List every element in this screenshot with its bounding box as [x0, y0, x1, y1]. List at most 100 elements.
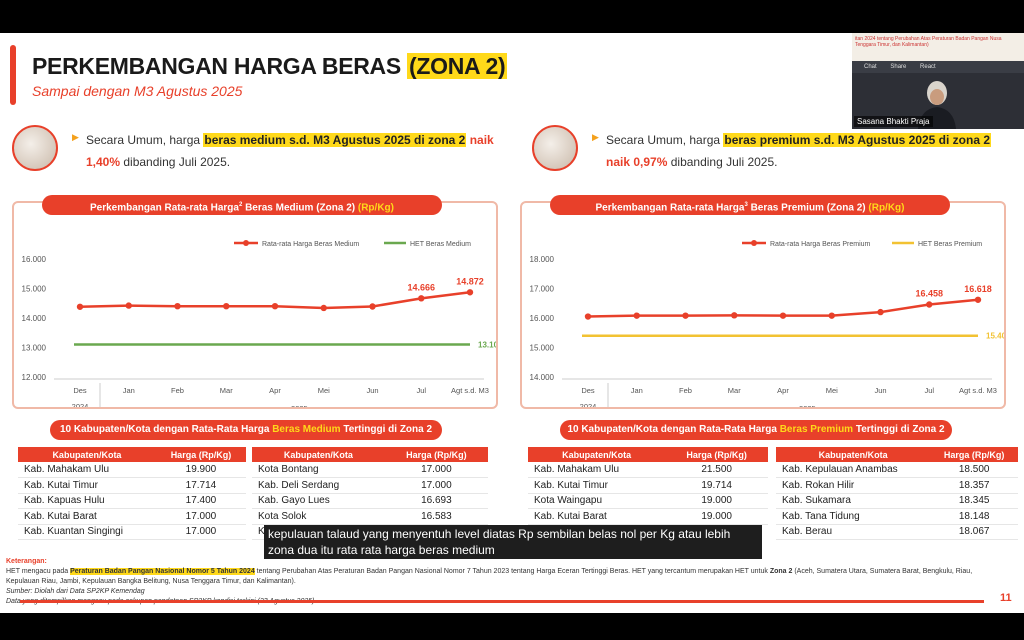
data-point	[974, 296, 982, 303]
het-end-label: 15.400	[986, 332, 1004, 341]
table-row: Kab. Mahakam Ulu 19.900	[18, 462, 246, 478]
title-accent-bar	[10, 45, 16, 105]
price-cell: 18.067	[930, 524, 1018, 540]
x-tick-label: Feb	[679, 386, 692, 395]
region-name-cell: Kab. Kapuas Hulu	[18, 493, 156, 509]
price-cell: 17.000	[384, 477, 488, 494]
live-caption: kepulauan talaud yang menyentuh level di…	[264, 525, 762, 559]
y-tick-label: 13.000	[22, 344, 47, 353]
x-tick-label: Des	[73, 386, 87, 395]
region-name-cell: Kota Solok	[252, 508, 385, 525]
data-point	[633, 312, 640, 319]
price-cell: 17.000	[384, 462, 488, 478]
x-tick-label: Mei	[826, 386, 838, 395]
y-tick-label: 12.000	[22, 373, 47, 382]
rice-image	[532, 125, 578, 171]
table-medium-part1: Kabupaten/Kota Harga (Rp/Kg) Kab. Mahakam …	[18, 447, 246, 540]
speaker-name-label: Sasana Bhakti Praja	[854, 116, 933, 127]
x-tick-label: Jan	[631, 386, 643, 395]
region-name-cell: Kab. Rokan Hilir	[776, 477, 931, 494]
data-label: 14.666	[407, 282, 435, 292]
region-name-cell: Kab. Deli Serdang	[252, 477, 385, 494]
chart-title-medium: Perkembangan Rata-rata Harga2 Beras Medi…	[42, 195, 442, 215]
legend-label-het: HET Beras Premium	[918, 241, 982, 248]
price-cell: 17.000	[155, 524, 246, 540]
meeting-toolbar: Chat Share React	[852, 61, 1024, 73]
chat-button[interactable]: Chat	[864, 64, 877, 70]
price-cell: 16.693	[384, 493, 488, 509]
table-title-premium: 10 Kabupaten/Kota dengan Rata-Rata Harga…	[560, 420, 952, 440]
video-participant-tile[interactable]: itan 2024 tentang Perubahan Atas Peratur…	[852, 33, 1024, 129]
data-point	[877, 308, 884, 316]
x-tick-label: Mar	[728, 386, 741, 395]
price-cell: 16.583	[384, 508, 488, 525]
year-label: 2025	[291, 404, 308, 407]
x-tick-label: Des	[581, 386, 595, 395]
region-name-cell: Kab. Kepulauan Anambas	[776, 462, 931, 478]
legend-label-series: Rata-rata Harga Beras Premium	[770, 241, 871, 248]
x-tick-label: Mei	[318, 386, 330, 395]
line-chart-medium: 12.000 13.000 14.000 15.000 16.000 Des Jan Feb M…	[22, 240, 496, 407]
column-header-kabupaten: Kabupaten/Kota	[776, 447, 931, 462]
data-point	[369, 303, 376, 310]
data-point	[682, 312, 689, 319]
data-point	[828, 312, 835, 319]
price-cell: 18.500	[930, 462, 1018, 478]
table-row: Kab. Kutai Timur 19.714	[528, 477, 768, 494]
data-point	[779, 312, 787, 319]
table-row: Kota Bontang 17.000	[252, 462, 488, 478]
data-point	[320, 304, 327, 312]
column-header-harga: Harga (Rp/Kg)	[930, 447, 1018, 462]
table-row: Kab. Berau 18.067	[776, 524, 1018, 540]
x-tick-label: Jul	[416, 386, 426, 395]
region-name-cell: Kota Waingapu	[528, 493, 666, 509]
y-tick-label: 17.000	[530, 285, 555, 294]
x-tick-label: Feb	[171, 386, 184, 395]
price-cell: 19.714	[665, 477, 768, 494]
page-subtitle: Sampai dengan M3 Agustus 2025	[32, 83, 243, 99]
table-row: Kab. Kutai Barat 19.000	[528, 508, 768, 525]
table-row: Kab. Sukamara 18.345	[776, 493, 1018, 509]
price-cell: 18.148	[930, 508, 1018, 525]
table-row: Kab. Kepulauan Anambas 18.500	[776, 462, 1018, 478]
table-row: Kab. Kuantan Singingi 17.000	[18, 524, 246, 540]
price-cell: 21.500	[665, 462, 768, 478]
column-header-harga: Harga (Rp/Kg)	[665, 447, 768, 462]
column-header-harga: Harga (Rp/Kg)	[155, 447, 246, 462]
x-tick-label: Jul	[924, 386, 934, 395]
data-label: 16.458	[915, 288, 943, 298]
data-point	[76, 303, 84, 310]
y-tick-label: 16.000	[530, 314, 555, 323]
legend-label-het: HET Beras Medium	[410, 241, 471, 248]
table-row: Kab. Gayo Lues 16.693	[252, 493, 488, 509]
react-button[interactable]: React	[920, 64, 936, 70]
year-label: 2025	[799, 404, 816, 407]
summary-medium: ▶ Secara Umum, harga beras medium s.d. M…	[12, 125, 502, 177]
price-cell: 18.357	[930, 477, 1018, 494]
table-row: Kota Solok 16.583	[252, 508, 488, 525]
region-name-cell: Kab. Kutai Timur	[528, 477, 666, 494]
price-cell: 17.400	[155, 493, 246, 509]
data-point	[271, 303, 279, 310]
triangle-bullet-icon: ▶	[72, 132, 79, 142]
line-chart-premium: 14.000 15.000 16.000 17.000 18.000 Des Jan Feb M…	[530, 240, 1004, 407]
summary-premium: ▶ Secara Umum, harga beras premium s.d. …	[532, 125, 1022, 177]
price-cell: 17.714	[155, 477, 246, 494]
page-number: 11	[1000, 592, 1012, 604]
x-tick-label: Agt s.d. M3	[959, 386, 997, 395]
x-tick-label: Apr	[269, 386, 281, 395]
data-point	[223, 303, 230, 310]
table-premium-part2: Kabupaten/Kota Harga (Rp/Kg) Kab. Kepulaua…	[776, 447, 1018, 540]
legend-marker	[751, 240, 757, 246]
y-tick-label: 16.000	[22, 255, 47, 264]
region-name-cell: Kab. Kutai Barat	[528, 508, 666, 525]
share-button[interactable]: Share	[890, 64, 907, 70]
x-tick-label: Agt s.d. M3	[451, 386, 489, 395]
footnote-label: Keterangan:	[6, 558, 47, 565]
slide: PERKEMBANGAN HARGA BERAS (ZONA 2) Sampai…	[0, 33, 1024, 613]
column-header-kabupaten: Kabupaten/Kota	[528, 447, 666, 462]
data-point	[466, 289, 474, 296]
region-name-cell: Kab. Mahakam Ulu	[528, 462, 666, 478]
column-header-kabupaten: Kabupaten/Kota	[252, 447, 385, 462]
title-zone-highlight: (ZONA 2)	[407, 53, 508, 79]
